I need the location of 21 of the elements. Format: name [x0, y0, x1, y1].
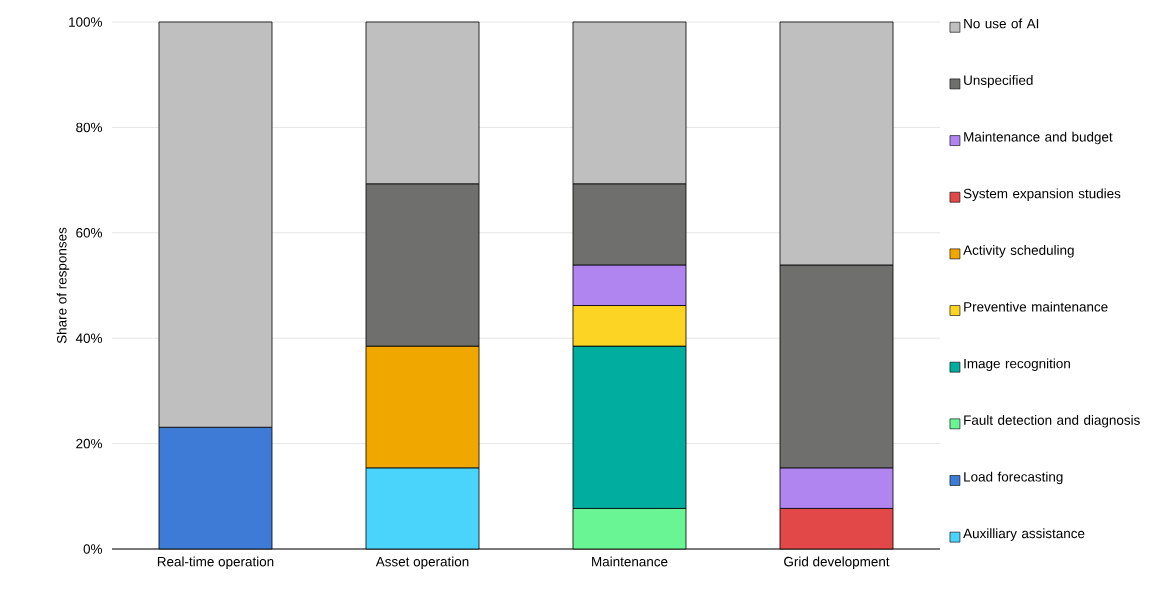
legend-label: Fault detection and diagnosis	[964, 415, 1140, 428]
legend-label: Auxilliary assistance	[963, 528, 1085, 541]
legend-label: Maintenance and budget	[964, 131, 1113, 145]
x-tick-label: Maintenance	[592, 556, 668, 567]
y-tick-label: 80%	[76, 122, 103, 133]
y-tick-label: 60%	[76, 228, 103, 238]
legend-label: Preventive maintenance	[964, 301, 1108, 312]
y-tick-label: 40%	[75, 333, 103, 343]
y-axis-title: Share of responses	[56, 227, 70, 344]
legend-label: Unspecified	[964, 75, 1033, 88]
x-tick-label: Asset operation	[375, 556, 469, 570]
legend-label: No use of AI	[964, 18, 1039, 29]
legend-label: Activity scheduling	[963, 245, 1074, 258]
legend-label: Load forecasting	[964, 471, 1063, 485]
y-tick-label: 100%	[69, 17, 103, 27]
legend-label: Image recognition	[964, 358, 1070, 371]
x-tick-label: Grid development	[784, 556, 890, 570]
y-tick-label: 20%	[76, 438, 103, 449]
y-tick-label: 0%	[83, 544, 103, 554]
legend-label: System expansion studies	[963, 188, 1121, 201]
x-tick-label: Real-time operation	[157, 556, 274, 570]
